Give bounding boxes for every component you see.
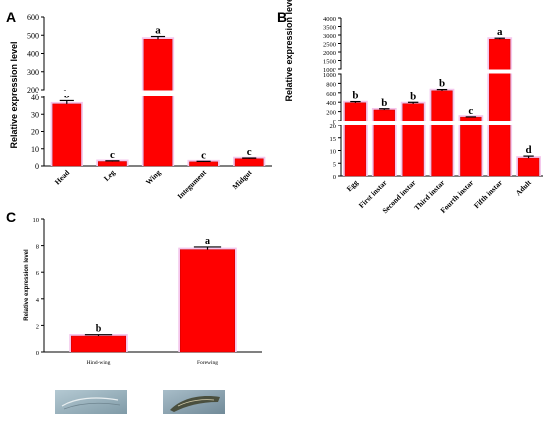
bar <box>431 90 453 177</box>
category-label: Wing <box>144 168 163 187</box>
y-tick-label: 400 <box>27 50 39 59</box>
category-label: Egg <box>345 178 360 193</box>
y-tick-label: 4 <box>36 297 40 304</box>
panel-c: 0 2 4 6 8 10 b Hind-wing a Forewing <box>33 217 262 366</box>
bar <box>71 335 126 353</box>
y-tick-label: 6 <box>36 270 40 277</box>
axis-break <box>335 69 545 74</box>
panel-b-ylabel: Relative expression level <box>284 0 294 102</box>
bar <box>402 103 424 177</box>
bar <box>189 161 218 167</box>
axis-break <box>38 90 274 96</box>
significance-letter: b <box>96 324 102 335</box>
y-tick-label: 8 <box>36 244 39 251</box>
significance-letter: a <box>497 26 503 38</box>
y-tick-label: 2500 <box>323 42 336 49</box>
y-tick-label: 600 <box>326 91 336 98</box>
y-tick-label: 200 <box>27 86 39 95</box>
y-tick-label: 40 <box>31 93 39 102</box>
significance-letter: c <box>201 149 206 161</box>
y-tick-label: 2 <box>36 323 39 330</box>
significance-letter: c <box>110 149 115 161</box>
panel-a: 010203040200300400500600bHeadcLegaWingcI… <box>27 13 274 201</box>
y-tick-label: 10 <box>330 149 337 156</box>
category-label: Integument <box>175 168 208 201</box>
category-label: Midgut <box>230 168 254 192</box>
panel-letter-b: B <box>277 9 287 25</box>
significance-letter: b <box>352 90 358 102</box>
y-tick-label: 4000 <box>323 16 336 23</box>
y-tick-label: 3000 <box>323 33 336 40</box>
significance-letter: a <box>155 25 161 37</box>
bar <box>143 39 173 167</box>
significance-letter: c <box>247 146 252 158</box>
forewing-photo <box>163 390 225 414</box>
significance-letter: c <box>468 105 473 117</box>
y-tick-label: 20 <box>31 128 39 137</box>
bar <box>373 109 395 177</box>
bar <box>517 157 540 177</box>
significance-letter: b <box>410 90 416 102</box>
y-tick-label: 600 <box>27 13 39 22</box>
hind-wing-photo <box>55 390 127 414</box>
y-tick-label: 30 <box>31 110 39 119</box>
bar <box>460 116 482 177</box>
panel-c-ylabel: Relative expression level <box>24 249 30 321</box>
y-tick-label: 800 <box>326 81 336 88</box>
y-tick-label: 5 <box>333 161 336 168</box>
y-tick-label: 10 <box>33 217 40 224</box>
significance-letter: d <box>526 144 532 156</box>
significance-letter: b <box>439 78 445 90</box>
category-label: Head <box>53 167 72 186</box>
y-tick-label: 200 <box>326 110 336 117</box>
y-tick-label: 300 <box>27 68 39 77</box>
y-tick-label: 20 <box>330 123 337 130</box>
y-tick-label: 15 <box>330 136 337 143</box>
bar <box>98 161 127 167</box>
y-tick-label: 1000 <box>323 72 336 79</box>
category-label: Leg <box>102 168 117 183</box>
significance-letter: b <box>381 97 387 109</box>
category-label: Adult <box>514 178 534 198</box>
y-tick-label: 2000 <box>323 50 336 57</box>
y-tick-label: 0 <box>36 350 39 357</box>
panel-letter-c: C <box>6 209 16 225</box>
category-label: Hind-wing <box>87 360 111 366</box>
y-tick-label: 1000 <box>323 67 336 74</box>
category-label: Fifth instar <box>472 178 505 211</box>
bar <box>344 102 367 177</box>
y-tick-label: 400 <box>326 100 336 107</box>
y-tick-label: 10 <box>31 145 39 154</box>
axis-break <box>335 121 545 125</box>
y-tick-label: 0 <box>333 119 336 126</box>
y-tick-label: 0 <box>333 174 336 181</box>
bar <box>234 158 264 167</box>
bar <box>180 249 235 353</box>
panel-a-ylabel: Relative expression level <box>9 41 19 148</box>
y-tick-label: 3500 <box>323 25 336 32</box>
bar <box>489 39 511 177</box>
y-tick-label: 1500 <box>323 59 336 66</box>
category-label: Forewing <box>197 360 218 366</box>
y-tick-label: 0 <box>35 162 39 171</box>
panel-b: 0510152002004006008001000100015002000250… <box>323 16 545 215</box>
bar <box>52 103 82 167</box>
y-tick-label: 500 <box>27 31 39 40</box>
significance-letter: a <box>205 236 210 247</box>
panel-letter-a: A <box>6 9 16 25</box>
